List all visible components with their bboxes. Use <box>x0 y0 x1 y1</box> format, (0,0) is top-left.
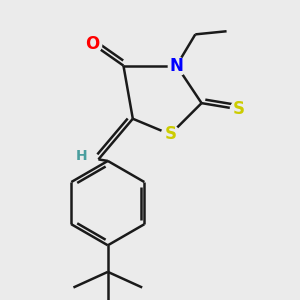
Text: H: H <box>75 149 87 163</box>
Text: S: S <box>164 125 176 143</box>
Text: N: N <box>169 57 184 75</box>
Text: O: O <box>85 35 99 53</box>
Text: S: S <box>233 100 245 118</box>
